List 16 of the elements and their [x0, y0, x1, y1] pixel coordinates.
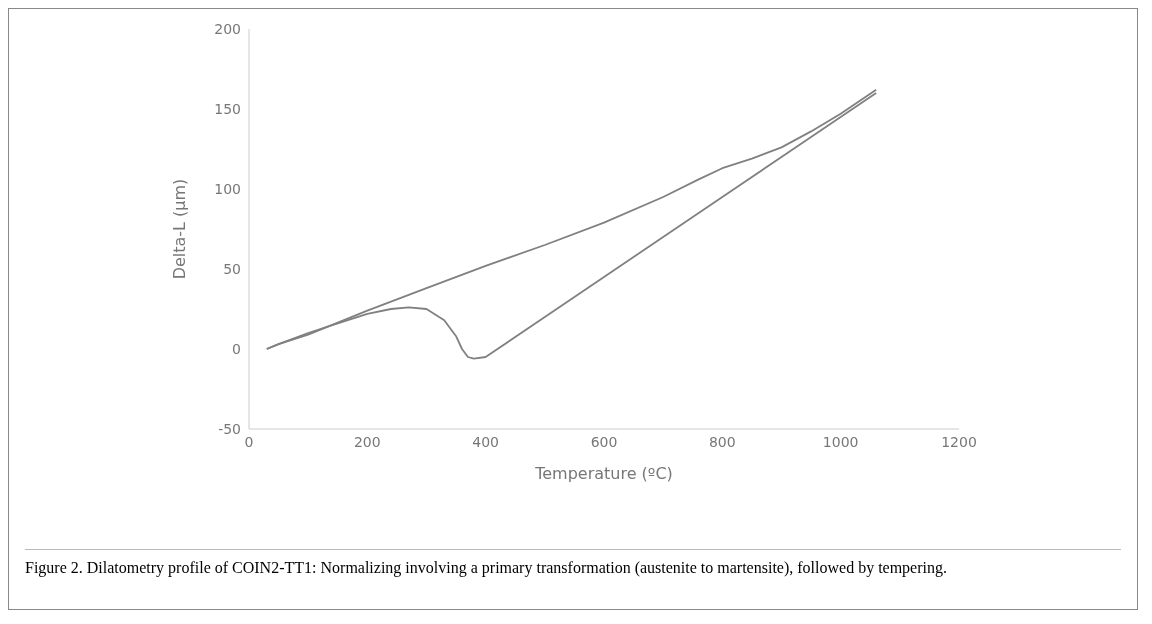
x-tick-label: 400 [472, 433, 500, 450]
y-tick-label: 100 [214, 180, 241, 197]
y-tick-label: 50 [223, 260, 241, 277]
x-tick-label: 200 [353, 433, 381, 450]
y-axis-title: Delta-L (µm) [169, 178, 189, 280]
x-tick-label: 1200 [941, 433, 977, 450]
x-tick-label: 800 [708, 433, 736, 450]
y-tick-label: 200 [214, 20, 241, 37]
x-tick-label: 600 [590, 433, 618, 450]
y-tick-label: 150 [214, 100, 241, 117]
x-tick-label: 1000 [822, 433, 859, 450]
x-tick-label: 0 [244, 433, 254, 450]
caption: Figure 2. Dilatometry profile of COIN2-TT1: Normalizing involving a primary transformation (austenite to martensite), followed by tempering. [25, 549, 1121, 578]
x-axis-title: Temperature (ºC) [534, 464, 673, 483]
y-tick-label: 0 [232, 340, 241, 357]
y-tick-label: -50 [218, 420, 241, 437]
